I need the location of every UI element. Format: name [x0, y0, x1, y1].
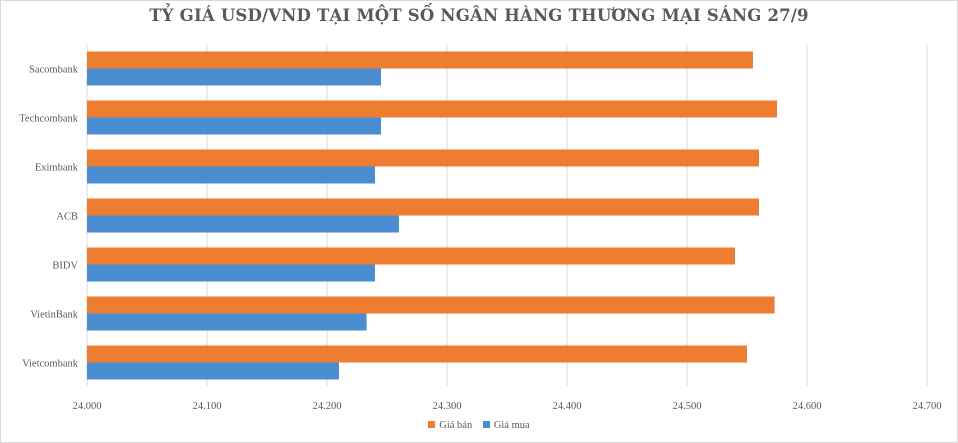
bar-buy [87, 215, 399, 233]
category-labels: Sacombank Techcombank Eximbank ACB BIDV Vieti… [19, 65, 78, 370]
x-tick-label: 24.700 [913, 401, 942, 412]
bars [87, 51, 777, 380]
bar-sell [87, 198, 759, 216]
category-label: Sacombank [29, 65, 79, 76]
category-label: Vietcombank [22, 359, 79, 370]
x-tick-label: 24.400 [553, 401, 582, 412]
category-label: Techcombank [19, 114, 78, 125]
bar-buy [87, 313, 367, 331]
category-label: Eximbank [35, 163, 79, 174]
bar-buy [87, 264, 375, 282]
x-tick-label: 24.200 [313, 401, 342, 412]
category-label: ACB [56, 212, 78, 223]
legend-swatch-buy [482, 421, 490, 428]
bar-sell [87, 100, 777, 118]
x-tick-label: 24.500 [673, 401, 702, 412]
category-label: BIDV [52, 261, 78, 272]
x-tick-label: 24.100 [193, 401, 222, 412]
x-tick-label: 24.600 [793, 401, 822, 412]
legend-item-buy: Giá mua [482, 420, 530, 431]
legend-label-buy: Giá mua [493, 420, 530, 431]
legend: Giá bán Giá mua [0, 420, 958, 431]
bar-sell [87, 296, 775, 314]
legend-swatch-sell [428, 421, 436, 428]
bar-sell [87, 247, 735, 265]
bar-sell [87, 149, 759, 167]
bar-buy [87, 362, 339, 380]
legend-item-sell: Giá bán [428, 420, 472, 431]
bar-buy [87, 68, 381, 86]
x-tick-labels: 24.000 24.100 24.200 24.300 24.400 24.500 24.6… [73, 401, 942, 412]
bar-buy [87, 166, 375, 184]
bar-buy [87, 117, 381, 135]
x-tick-label: 24.300 [433, 401, 462, 412]
legend-label-sell: Giá bán [439, 420, 473, 431]
chart-title: TỶ GIÁ USD/VND TẠI MỘT SỐ NGÂN HÀNG THƯƠ… [149, 6, 809, 25]
bar-sell [87, 51, 753, 69]
x-tick-label: 24.000 [73, 401, 102, 412]
category-label: VietinBank [30, 310, 79, 321]
bar-sell [87, 345, 747, 363]
